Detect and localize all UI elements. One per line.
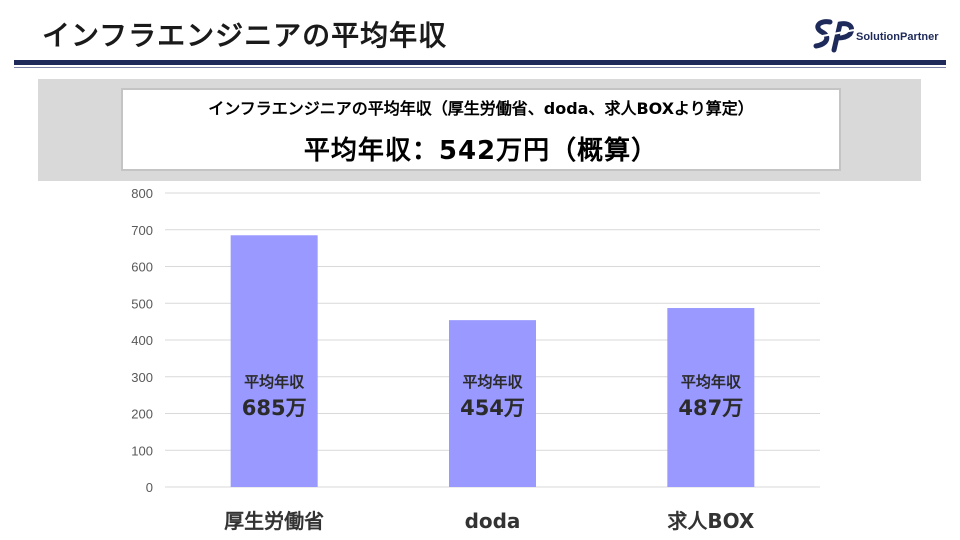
header-rule <box>14 60 946 65</box>
y-tick-label: 300 <box>131 370 153 385</box>
sp-logo-icon <box>811 19 855 53</box>
summary-box: インフラエンジニアの平均年収（厚生労働省、doda、求人BOXより算定） 平均年… <box>121 88 841 171</box>
summary-main: 平均年収：542万円（概算） <box>303 136 659 166</box>
data-label-title: 平均年収 <box>462 373 523 391</box>
y-tick-label: 700 <box>131 223 153 238</box>
bar <box>667 308 755 487</box>
y-tick-label: 600 <box>131 260 153 275</box>
logo-text: SolutionPartner <box>856 31 939 43</box>
bar <box>230 235 318 487</box>
y-tick-label: 800 <box>131 186 153 201</box>
summary-subtitle: インフラエンジニアの平均年収（厚生労働省、doda、求人BOXより算定） <box>208 99 754 118</box>
y-tick-label: 500 <box>131 296 153 311</box>
data-label-value: 454万 <box>460 396 525 420</box>
y-tick-label: 100 <box>131 443 153 458</box>
y-tick-label: 200 <box>131 407 153 422</box>
header-rule-thin <box>14 67 946 68</box>
data-label-value: 685万 <box>242 396 307 420</box>
page-title: インフラエンジニアの平均年収 <box>42 19 448 52</box>
y-tick-label: 0 <box>146 480 153 495</box>
data-label-title: 平均年収 <box>681 373 742 391</box>
data-label-title: 平均年収 <box>244 373 305 391</box>
data-label-value: 487万 <box>678 396 743 420</box>
bar <box>449 320 536 487</box>
x-category-label: 求人BOX <box>667 509 755 533</box>
x-category-label: 厚生労働省 <box>224 509 324 533</box>
x-category-label: doda <box>465 509 521 533</box>
company-logo: SolutionPartner <box>810 16 950 56</box>
y-tick-label: 400 <box>131 333 153 348</box>
